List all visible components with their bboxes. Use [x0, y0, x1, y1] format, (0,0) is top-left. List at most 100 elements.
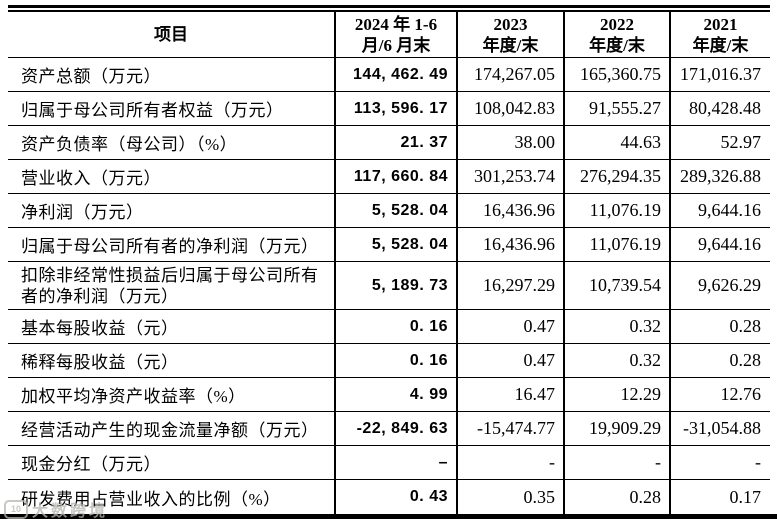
cell-2024h1: 5, 189. 73: [334, 262, 456, 309]
column-header-2021: 2021 年度/末: [669, 12, 770, 57]
header-line: 年度/末: [482, 35, 539, 55]
cell-2021: 9,626.29: [669, 262, 770, 309]
table-bottom-rule: [0, 514, 777, 519]
row-label: 基本每股收益（元）: [21, 319, 179, 338]
cell-2021: 12.76: [669, 378, 770, 411]
cell-2024h1: 5, 528. 04: [334, 228, 456, 261]
cell-2022: 12.29: [563, 378, 669, 411]
table-top-rule-gap: [8, 8, 770, 10]
cell-2023: 16.47: [456, 378, 563, 411]
row-label: 扣除非经常性损益后归属于母公司所有者的净利润（万元）: [21, 265, 319, 306]
cell-2022: 44.63: [563, 126, 669, 159]
cell-2023: 16,436.96: [456, 194, 563, 227]
cell-2024h1: 144, 462. 49: [334, 58, 456, 91]
row-label: 营业收入（万元）: [21, 169, 161, 188]
header-line: 2022: [600, 14, 634, 34]
table-top-rule-thick: [8, 5, 770, 8]
row-label: 加权平均净资产收益率（%）: [21, 387, 246, 406]
row-label: 经营活动产生的现金流量净额（万元）: [21, 421, 319, 440]
cell-2022: 0.32: [563, 310, 669, 343]
cell-2021: 0.17: [669, 480, 770, 514]
cell-2023: 0.47: [456, 310, 563, 343]
cell-2024h1: 0. 43: [334, 480, 456, 514]
table-row: 归属于母公司所有者的净利润（万元） 5, 528. 04 16,436.96 11,0…: [8, 228, 770, 262]
cell-2024h1: 5, 528. 04: [334, 194, 456, 227]
header-line: 月/6 月末: [361, 35, 431, 55]
cell-2024h1: –: [334, 446, 456, 479]
cell-2021: 9,644.16: [669, 194, 770, 227]
cell-2024h1: 21. 37: [334, 126, 456, 159]
header-line: 2021: [703, 14, 738, 34]
financial-summary-table: 项目 2024 年 1-6 月/6 月末 2023 年度/末 2022 年度/末…: [8, 5, 770, 514]
cell-2023: 16,436.96: [456, 228, 563, 261]
table-row: 资产负债率（母公司）（%） 21. 37 38.00 44.63 52.97: [8, 126, 770, 160]
table-row: 经营活动产生的现金流量净额（万元） -22, 849. 63 -15,474.77 1…: [8, 412, 770, 446]
header-line: 年度/末: [589, 35, 645, 55]
cell-2023: 16,297.29: [456, 262, 563, 309]
cell-2022: 165,360.75: [563, 58, 669, 91]
cell-2022: 0.32: [563, 344, 669, 377]
row-label: 现金分红（万元）: [21, 455, 161, 474]
cell-2024h1: 4. 99: [334, 378, 456, 411]
row-label: 研发费用占营业收入的比例（%）: [21, 489, 281, 509]
table-row: 净利润（万元） 5, 528. 04 16,436.96 11,076.19 9,644…: [8, 194, 770, 228]
row-label: 资产负债率（母公司）（%）: [21, 135, 238, 154]
header-line: 年度/末: [692, 35, 749, 55]
cell-2021: -31,054.88: [669, 412, 770, 445]
cell-2023: 301,253.74: [456, 160, 563, 193]
cell-2021: 171,016.37: [669, 58, 770, 91]
cell-2021: -: [669, 446, 770, 479]
cell-2022: 276,294.35: [563, 160, 669, 193]
cell-2022: 11,076.19: [563, 194, 669, 227]
column-header-2024-h1: 2024 年 1-6 月/6 月末: [334, 12, 456, 57]
cell-2021: 0.28: [669, 310, 770, 343]
row-label: 归属于母公司所有者权益（万元）: [21, 101, 284, 120]
table-row: 归属于母公司所有者权益（万元） 113, 596. 17 108,042.83 91,…: [8, 92, 770, 126]
table-body: 资产总额（万元） 144, 462. 49 174,267.05 165,360.75…: [8, 58, 770, 514]
table-row: 资产总额（万元） 144, 462. 49 174,267.05 165,360.75…: [8, 58, 770, 92]
column-header-2023: 2023 年度/末: [456, 12, 563, 57]
cell-2024h1: 117, 660. 84: [334, 160, 456, 193]
table-row: 现金分红（万元） – - - -: [8, 446, 770, 480]
row-label: 资产总额（万元）: [21, 67, 161, 86]
table-top-rule-thin: [8, 10, 770, 12]
cell-2023: 174,267.05: [456, 58, 563, 91]
cell-2022: 19,909.29: [563, 412, 669, 445]
header-line: 2024 年 1-6: [354, 14, 438, 34]
column-header-2022: 2022 年度/末: [563, 12, 669, 57]
cell-2022: 0.28: [563, 480, 669, 514]
cell-2024h1: 113, 596. 17: [334, 92, 456, 125]
cell-2021: 0.28: [669, 344, 770, 377]
cell-2023: 0.47: [456, 344, 563, 377]
header-line: 项目: [154, 25, 188, 44]
row-label: 归属于母公司所有者的净利润（万元）: [21, 237, 319, 256]
cell-2023: 0.35: [456, 480, 563, 514]
cell-2022: 10,739.54: [563, 262, 669, 309]
table-row: 基本每股收益（元） 0. 16 0.47 0.32 0.28: [8, 310, 770, 344]
watermark-logo-icon: 10: [4, 499, 28, 519]
table-row: 研发费用占营业收入的比例（%） 0. 43 0.35 0.28 0.17: [8, 480, 770, 514]
header-line: 2023: [493, 14, 528, 34]
cell-2024h1: -22, 849. 63: [334, 412, 456, 445]
cell-2021: 289,326.88: [669, 160, 770, 193]
table-row: 扣除非经常性损益后归属于母公司所有者的净利润（万元） 5, 189. 73 16,2…: [8, 262, 770, 310]
cell-2024h1: 0. 16: [334, 310, 456, 343]
cell-2021: 9,644.16: [669, 228, 770, 261]
row-label: 净利润（万元）: [21, 203, 144, 222]
table-row: 稀释每股收益（元） 0. 16 0.47 0.32 0.28: [8, 344, 770, 378]
cell-2024h1: 0. 16: [334, 344, 456, 377]
row-label: 稀释每股收益（元）: [21, 353, 179, 372]
cell-2021: 80,428.48: [669, 92, 770, 125]
watermark: 10 大数跨境: [4, 497, 108, 521]
cell-2022: -: [563, 446, 669, 479]
cell-2023: -15,474.77: [456, 412, 563, 445]
column-header-item: 项目: [8, 12, 334, 57]
table-row: 加权平均净资产收益率（%） 4. 99 16.47 12.29 12.76: [8, 378, 770, 412]
table-header-row: 项目 2024 年 1-6 月/6 月末 2023 年度/末 2022 年度/末…: [8, 12, 770, 58]
cell-2022: 11,076.19: [563, 228, 669, 261]
cell-2022: 91,555.27: [563, 92, 669, 125]
cell-2023: -: [456, 446, 563, 479]
cell-2021: 52.97: [669, 126, 770, 159]
watermark-text: 大数跨境: [32, 503, 109, 520]
cell-2023: 108,042.83: [456, 92, 563, 125]
